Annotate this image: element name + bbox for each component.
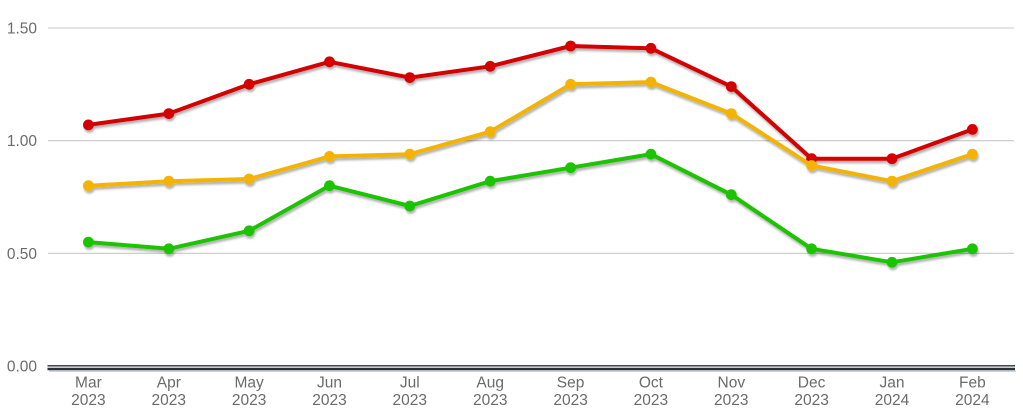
x-tick-label-feb-2024: Feb 2024 [955, 375, 990, 410]
x-tick-label-sep-2023: Sep 2023 [553, 375, 587, 410]
red-series-marker-oct-2023 [645, 42, 657, 54]
series-green-series [83, 148, 978, 268]
red-series-marker-mar-2023 [83, 119, 94, 131]
amber-series-marker-oct-2023 [645, 76, 657, 88]
red-series-marker-sep-2023 [565, 40, 576, 52]
x-axis-line [47, 365, 1016, 372]
y-tick-label-0.00: 0.00 [7, 359, 38, 376]
green-series-marker-jul-2023 [404, 200, 416, 212]
x-axis-tick-labels: Mar 2023 Apr 2023 May 2023 Jun 2023 Jul 2023 Aug 20… [71, 375, 990, 410]
green-series-marker-oct-2023 [645, 148, 657, 160]
x-tick-label-oct-2023: Oct 2023 [634, 375, 668, 410]
green-series-marker-nov-2023 [725, 189, 737, 201]
red-series-marker-jul-2023 [404, 72, 416, 83]
amber-series-marker-aug-2023 [484, 126, 496, 138]
green-series-marker-jan-2024 [886, 256, 898, 268]
amber-series-marker-apr-2023 [163, 175, 175, 187]
red-series-line [86, 44, 975, 161]
amber-series-marker-dec-2023 [806, 160, 817, 171]
amber-series-line [86, 80, 975, 188]
y-axis-tick-labels: 0.00 0.50 1.00 1.50 [7, 21, 38, 376]
series-red-series [83, 40, 978, 165]
green-series-marker-mar-2023 [83, 236, 94, 248]
amber-series-marker-may-2023 [243, 173, 255, 185]
x-tick-label-nov-2023: Nov 2023 [714, 375, 748, 410]
amber-series-marker-jan-2024 [886, 175, 898, 187]
y-tick-label-1.50: 1.50 [7, 21, 38, 38]
x-tick-label-jun-2023: Jun 2023 [312, 375, 346, 410]
x-tick-label-jul-2023: Jul 2023 [393, 375, 427, 410]
green-series-line [86, 152, 975, 265]
x-tick-label-jan-2024: Jan 2024 [875, 375, 910, 410]
y-tick-label-1.00: 1.00 [7, 133, 38, 150]
red-series-marker-nov-2023 [725, 81, 737, 92]
red-series-marker-may-2023 [243, 78, 255, 90]
y-tick-label-0.50: 0.50 [7, 246, 38, 263]
red-series-marker-apr-2023 [163, 108, 175, 119]
green-series-marker-aug-2023 [484, 175, 496, 187]
red-series-marker-aug-2023 [484, 60, 496, 72]
x-tick-label-mar-2023: Mar 2023 [71, 375, 105, 410]
amber-series-marker-mar-2023 [83, 180, 94, 192]
red-series-marker-feb-2024 [967, 123, 978, 135]
y-gridlines [48, 27, 1014, 254]
red-series-marker-jun-2023 [324, 56, 335, 68]
amber-series-marker-nov-2023 [725, 108, 737, 119]
amber-series-marker-feb-2024 [967, 148, 978, 160]
red-series-marker-jan-2024 [886, 153, 898, 165]
x-tick-label-aug-2023: Aug 2023 [473, 375, 507, 410]
amber-series-marker-jun-2023 [324, 151, 335, 162]
green-series-marker-jun-2023 [324, 180, 335, 192]
green-series-marker-feb-2024 [967, 243, 978, 255]
green-series-marker-apr-2023 [163, 243, 175, 255]
amber-series-marker-sep-2023 [565, 78, 576, 90]
green-series-marker-dec-2023 [806, 243, 817, 255]
series-amber-series [83, 76, 978, 192]
x-tick-label-may-2023: May 2023 [232, 375, 266, 410]
green-series-marker-sep-2023 [565, 162, 576, 174]
green-series-marker-may-2023 [243, 225, 255, 237]
amber-series-marker-jul-2023 [404, 148, 416, 160]
x-tick-label-dec-2023: Dec 2023 [794, 375, 828, 410]
series-lines [83, 40, 978, 268]
x-tick-label-apr-2023: Apr 2023 [152, 375, 186, 410]
